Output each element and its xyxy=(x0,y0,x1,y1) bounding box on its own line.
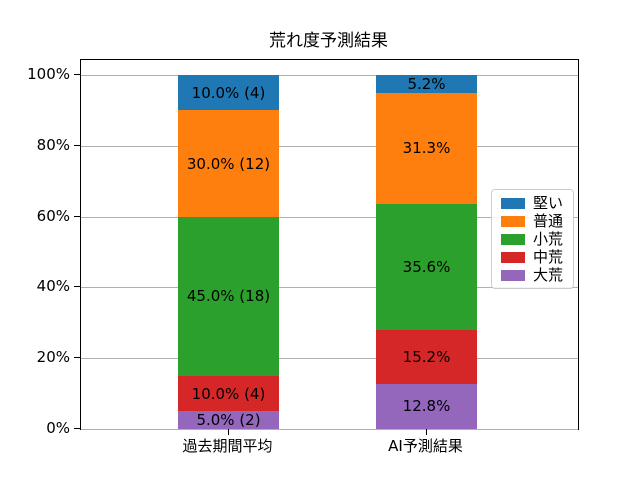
y-tick-mark xyxy=(74,357,80,359)
legend-label: 小荒 xyxy=(533,229,564,248)
y-tick-label: 100% xyxy=(27,65,70,83)
bar-segment-中荒 xyxy=(178,375,279,412)
bar-segment-大荒 xyxy=(178,411,279,429)
bar-segment-普通 xyxy=(376,93,477,204)
y-tick-mark xyxy=(74,144,80,146)
legend-label: 大荒 xyxy=(533,265,564,284)
legend-label: 中荒 xyxy=(533,247,564,266)
bar-segment-堅い xyxy=(178,75,279,111)
x-tick-mark xyxy=(425,429,427,435)
bar-segment-堅い xyxy=(376,74,477,94)
legend-entry-大荒: 大荒 xyxy=(501,265,564,284)
legend-entry-普通: 普通 xyxy=(501,211,564,230)
y-tick-label: 60% xyxy=(36,206,70,225)
legend-swatch-icon xyxy=(501,251,525,263)
y-tick-label: 80% xyxy=(36,135,70,154)
legend-swatch-icon xyxy=(501,233,525,245)
legend-swatch-icon xyxy=(501,197,525,209)
x-tick-label: 過去期間平均 xyxy=(182,437,273,455)
x-tick-label: AI予測結果 xyxy=(388,437,463,455)
legend-entry-小荒: 小荒 xyxy=(501,229,564,248)
gridline-80% xyxy=(81,145,578,147)
legend: 堅い 普通 小荒 中荒 大荒 xyxy=(491,189,575,289)
y-tick-mark xyxy=(74,215,80,217)
legend-swatch-icon xyxy=(501,269,525,281)
y-tick-mark xyxy=(74,74,80,75)
gridline-60% xyxy=(81,216,578,218)
x-tick-mark xyxy=(227,429,229,435)
bar-segment-小荒 xyxy=(178,216,279,376)
gridline-20% xyxy=(81,358,578,360)
gridline-100% xyxy=(81,75,578,76)
bar-segment-小荒 xyxy=(376,203,477,330)
bar-segment-普通 xyxy=(178,110,279,217)
bar-segment-中荒 xyxy=(376,329,477,384)
bar-segment-大荒 xyxy=(376,383,477,429)
legend-label: 堅い xyxy=(533,193,564,212)
legend-label: 普通 xyxy=(533,211,564,230)
y-tick-label: 20% xyxy=(36,348,70,367)
y-tick-mark xyxy=(74,286,80,288)
legend-entry-中荒: 中荒 xyxy=(501,247,564,266)
chart-title: 荒れ度予測結果 xyxy=(269,31,388,51)
y-tick-label: 0% xyxy=(46,419,70,437)
gridline-40% xyxy=(81,287,578,289)
y-tick-mark xyxy=(74,428,80,429)
gridline-0% xyxy=(81,429,578,430)
y-tick-label: 40% xyxy=(36,277,70,296)
legend-entry-堅い: 堅い xyxy=(501,193,564,212)
legend-swatch-icon xyxy=(501,215,525,227)
